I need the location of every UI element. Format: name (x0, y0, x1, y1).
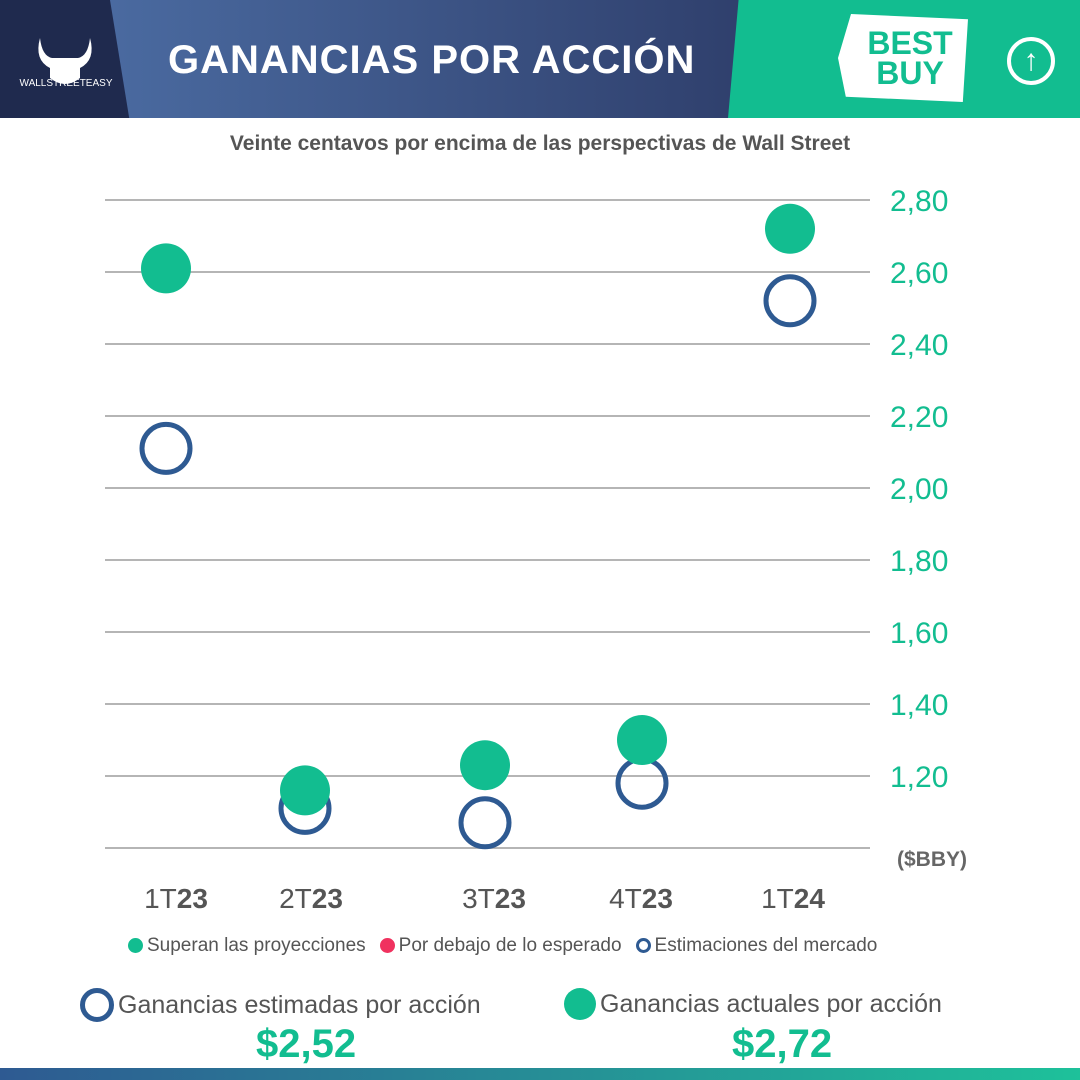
legend-item-estimate: Estimaciones del mercado (635, 935, 878, 957)
y-tick-label: 1,20 (890, 761, 948, 794)
legend-item-miss: Por debajo de lo esperado (379, 935, 622, 957)
y-tick-label: 1,40 (890, 689, 948, 722)
best-buy-logo: BEST BUY (838, 14, 968, 102)
x-tick-label: 1T23 (144, 883, 208, 914)
estimate-point (763, 274, 817, 328)
y-tick-label: 2,00 (890, 473, 948, 506)
actual-point (460, 740, 510, 791)
legend-label: Por debajo de lo esperado (398, 935, 622, 956)
red-dot-icon (379, 938, 395, 954)
y-tick-label: 1,80 (890, 545, 948, 578)
legend: Superan las proyecciones Por debajo de l… (128, 935, 877, 957)
arrow-up-circle-icon: ↑ (1007, 37, 1055, 85)
legend-item-beat: Superan las proyecciones (128, 935, 366, 957)
green-dot-icon (128, 938, 143, 954)
legend-label: Estimaciones del mercado (654, 935, 878, 956)
estimate-point (139, 421, 193, 475)
y-tick-label: 2,20 (890, 401, 948, 434)
actual-summary: Ganancias actuales por acción (564, 988, 942, 1020)
y-tick-label: 2,60 (890, 257, 948, 290)
estimated-value: $2,52 (256, 1022, 357, 1066)
footer-bar (0, 1068, 1080, 1080)
actual-point (765, 203, 815, 254)
bull-logo-icon (38, 38, 92, 84)
y-tick-label: 2,40 (890, 329, 948, 362)
chart-subtitle: Veinte centavos por encima de las perspe… (229, 132, 851, 155)
header-title-panel (110, 0, 750, 118)
actual-label: Ganancias actuales por acción (600, 989, 942, 1018)
x-tick-label: 4T23 (609, 883, 673, 914)
ring-icon (80, 988, 114, 1022)
actual-value: $2,72 (732, 1022, 833, 1066)
estimate-point (458, 796, 512, 850)
y-tick-label: 1,60 (890, 617, 948, 650)
estimated-label: Ganancias estimadas por acción (118, 990, 481, 1019)
green-dot-icon (564, 988, 596, 1020)
actual-point (280, 765, 330, 816)
actual-point (617, 715, 667, 765)
page-title: GANANCIAS POR ACCIÓN (168, 38, 696, 82)
x-tick-label: 3T23 (462, 883, 526, 914)
x-tick-label: 2T23 (279, 883, 343, 914)
ring-icon (635, 938, 651, 954)
eps-chart: 2,80 2,60 2,40 2,20 2,00 1,80 1,60 1,40 1,20 ($BB… (105, 185, 967, 914)
legend-label: Superan las proyecciones (147, 935, 366, 956)
y-axis-label: ($BBY) (897, 848, 967, 871)
y-tick-label: 2,80 (890, 185, 948, 218)
estimated-summary: Ganancias estimadas por acción (80, 988, 481, 1022)
estimate-point (615, 756, 669, 810)
brand-name: WALLSTREETEASY (19, 78, 113, 89)
x-tick-label: 1T24 (761, 883, 825, 914)
actual-point (141, 243, 191, 294)
